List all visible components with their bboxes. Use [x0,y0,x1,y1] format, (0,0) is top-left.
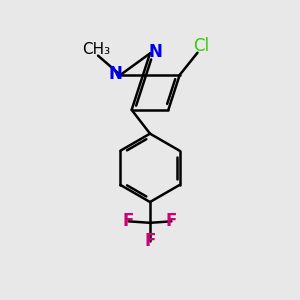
Text: F: F [123,212,134,230]
Text: N: N [148,43,162,61]
Text: CH₃: CH₃ [82,42,111,57]
Text: N: N [108,65,122,83]
Text: F: F [166,212,177,230]
Text: F: F [144,232,156,250]
Text: Cl: Cl [193,37,209,55]
